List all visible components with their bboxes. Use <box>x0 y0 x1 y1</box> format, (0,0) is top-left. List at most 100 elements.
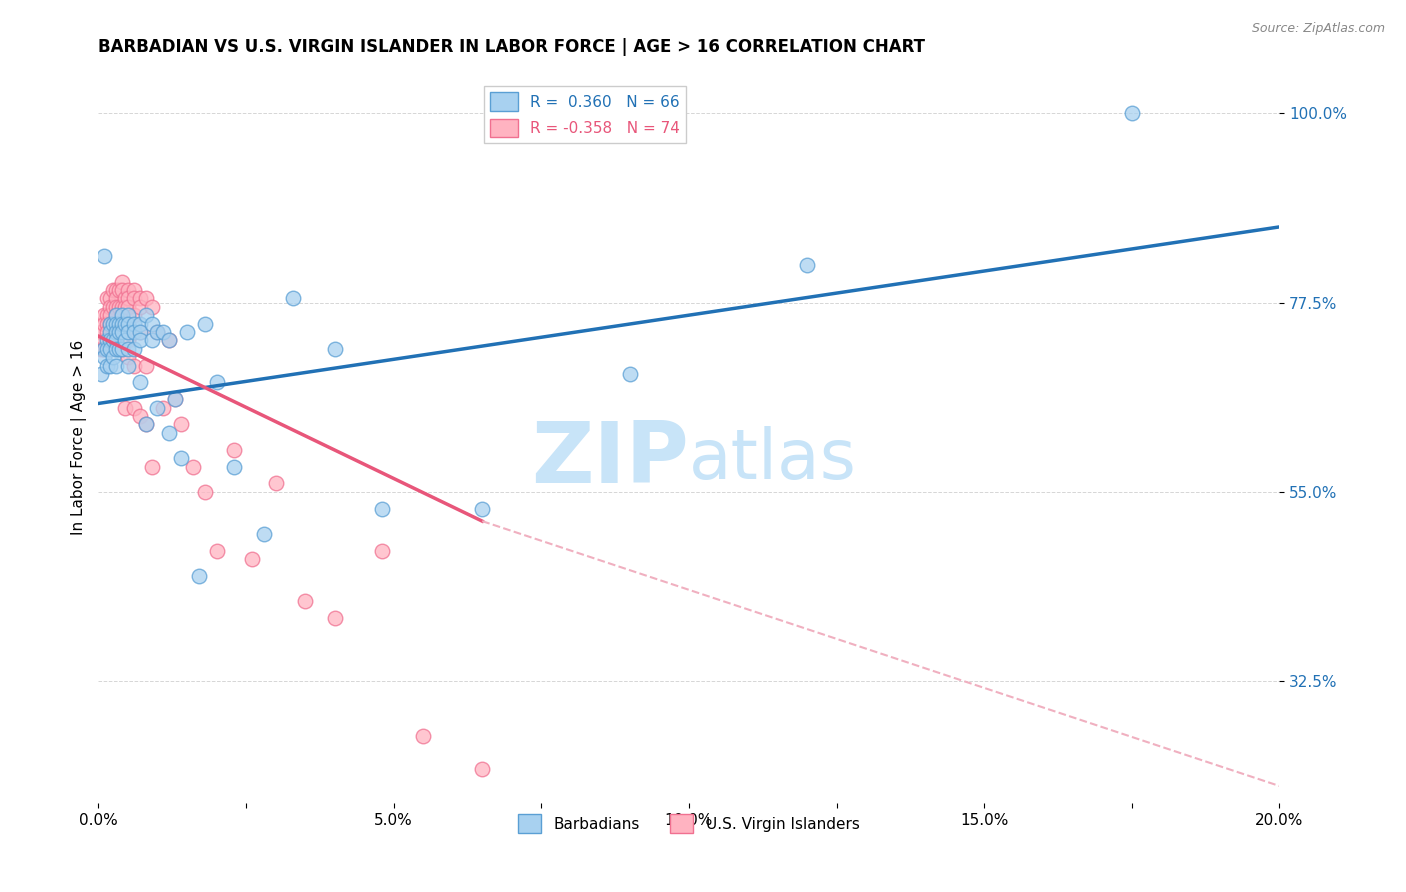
Point <box>114 291 136 305</box>
Point <box>103 350 125 364</box>
Point <box>108 283 131 297</box>
Point <box>323 611 346 625</box>
Point <box>205 376 228 390</box>
Point <box>135 417 157 432</box>
Point <box>264 476 287 491</box>
Point <box>93 342 115 356</box>
Point <box>98 325 121 339</box>
Point <box>122 342 145 356</box>
Point <box>96 317 118 331</box>
Point <box>117 325 139 339</box>
Point <box>114 334 136 348</box>
Point <box>96 342 118 356</box>
Point <box>135 291 157 305</box>
Point <box>141 300 163 314</box>
Point <box>108 300 131 314</box>
Point <box>117 317 139 331</box>
Point <box>103 334 125 348</box>
Point <box>135 308 157 322</box>
Point <box>157 334 180 348</box>
Point <box>128 291 150 305</box>
Point <box>111 325 134 339</box>
Point <box>111 300 134 314</box>
Point <box>108 325 131 339</box>
Point <box>111 342 134 356</box>
Point <box>117 342 139 356</box>
Point <box>114 317 136 331</box>
Point <box>103 283 125 297</box>
Point <box>108 317 131 331</box>
Point <box>194 484 217 499</box>
Point <box>96 291 118 305</box>
Point <box>176 325 198 339</box>
Point <box>165 392 187 407</box>
Point <box>152 401 174 415</box>
Point <box>98 334 121 348</box>
Point <box>90 367 112 381</box>
Point <box>105 325 128 339</box>
Point <box>93 350 115 364</box>
Point <box>170 451 193 466</box>
Point <box>111 308 134 322</box>
Point <box>157 334 180 348</box>
Point <box>371 543 394 558</box>
Point <box>96 325 118 339</box>
Point <box>108 317 131 331</box>
Point <box>90 325 112 339</box>
Point <box>105 317 128 331</box>
Point <box>98 291 121 305</box>
Point <box>152 325 174 339</box>
Point <box>105 334 128 348</box>
Point <box>1121 106 1143 120</box>
Point <box>122 401 145 415</box>
Point <box>294 594 316 608</box>
Y-axis label: In Labor Force | Age > 16: In Labor Force | Age > 16 <box>72 340 87 534</box>
Point <box>98 308 121 322</box>
Point <box>117 300 139 314</box>
Point <box>619 367 641 381</box>
Point <box>93 308 115 322</box>
Point <box>471 762 494 776</box>
Point <box>128 325 150 339</box>
Point <box>111 317 134 331</box>
Point <box>117 308 139 322</box>
Point <box>93 317 115 331</box>
Point <box>98 359 121 373</box>
Point <box>96 334 118 348</box>
Point <box>122 359 145 373</box>
Point <box>283 291 305 305</box>
Point <box>128 334 150 348</box>
Point <box>98 342 121 356</box>
Point <box>117 359 139 373</box>
Point <box>114 401 136 415</box>
Point <box>141 459 163 474</box>
Point <box>253 526 276 541</box>
Point <box>98 300 121 314</box>
Point <box>181 459 204 474</box>
Point <box>170 417 193 432</box>
Point <box>103 317 125 331</box>
Legend: Barbadians, U.S. Virgin Islanders: Barbadians, U.S. Virgin Islanders <box>512 808 866 839</box>
Point <box>98 342 121 356</box>
Point <box>105 334 128 348</box>
Point <box>122 291 145 305</box>
Point <box>117 334 139 348</box>
Point <box>105 325 128 339</box>
Point <box>240 552 263 566</box>
Point <box>103 317 125 331</box>
Point <box>146 325 169 339</box>
Point <box>93 342 115 356</box>
Point <box>105 300 128 314</box>
Text: ZIP: ZIP <box>531 417 689 500</box>
Point <box>103 300 125 314</box>
Point <box>146 401 169 415</box>
Point <box>323 342 346 356</box>
Point <box>117 350 139 364</box>
Point <box>111 325 134 339</box>
Text: Source: ZipAtlas.com: Source: ZipAtlas.com <box>1251 22 1385 36</box>
Point <box>146 325 169 339</box>
Point <box>122 308 145 322</box>
Point <box>157 425 180 440</box>
Point <box>98 317 121 331</box>
Point <box>205 543 228 558</box>
